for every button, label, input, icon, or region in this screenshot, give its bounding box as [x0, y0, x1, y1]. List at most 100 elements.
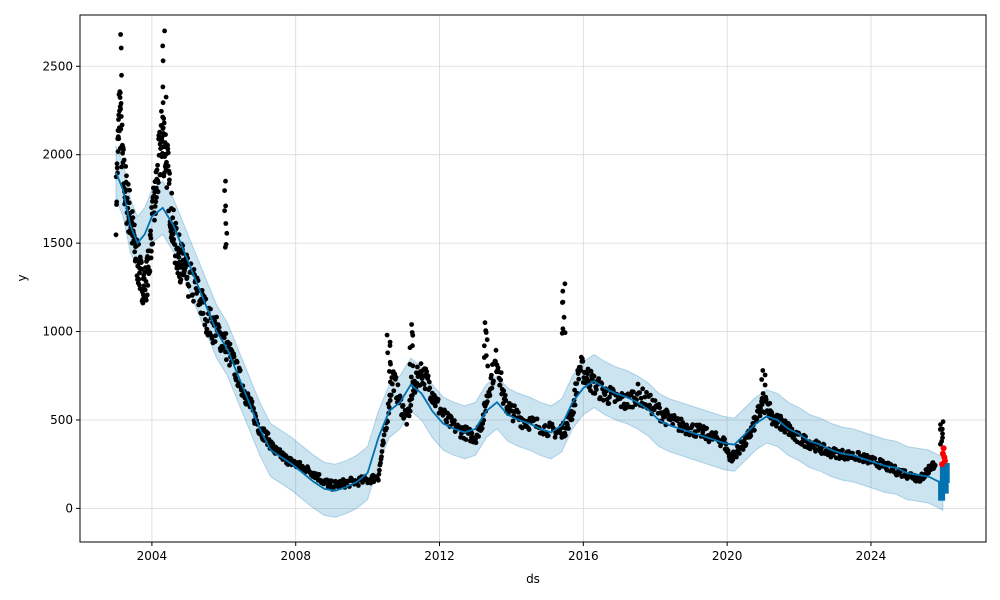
observed-point	[147, 269, 153, 274]
observed-point	[730, 457, 736, 463]
y-tick-label: 1500	[42, 236, 73, 250]
observed-peak-point	[163, 94, 169, 100]
observed-point	[360, 480, 365, 485]
observed-point	[171, 207, 176, 213]
observed-point	[149, 248, 154, 254]
observed-peak-point	[938, 441, 943, 447]
observed-point	[597, 395, 603, 400]
observed-peak-point	[118, 45, 124, 51]
observed-point	[197, 301, 203, 307]
observed-point	[491, 378, 496, 384]
observed-points	[113, 28, 946, 492]
observed-point	[123, 164, 129, 169]
observed-point	[186, 294, 191, 299]
observed-point	[585, 371, 590, 377]
observed-point	[601, 397, 606, 403]
observed-point	[183, 261, 189, 267]
observed-point	[389, 375, 395, 380]
observed-peak-point	[384, 332, 390, 338]
observed-point	[249, 399, 255, 405]
observed-point	[114, 161, 120, 167]
observed-point	[136, 276, 142, 282]
observed-peak-point	[485, 363, 491, 369]
observed-point	[473, 440, 479, 446]
observed-point	[130, 215, 136, 221]
observed-point	[695, 428, 701, 433]
observed-point	[204, 326, 210, 332]
observed-point	[172, 242, 178, 248]
observed-peak-point	[223, 221, 229, 226]
observed-point	[704, 425, 709, 431]
x-tick-label: 2008	[280, 549, 311, 563]
observed-point	[234, 359, 240, 365]
observed-point	[190, 292, 195, 298]
observed-point	[752, 427, 757, 433]
observed-point	[136, 282, 142, 288]
observed-point	[130, 209, 135, 214]
observed-point	[444, 419, 450, 425]
observed-peak-point	[387, 369, 392, 374]
forecast-tail-mark	[938, 480, 946, 501]
observed-point	[421, 382, 427, 387]
observed-point	[143, 279, 149, 284]
y-tick-label: 500	[50, 413, 73, 427]
observed-point	[133, 257, 139, 262]
observed-point	[479, 426, 485, 431]
observed-point	[126, 200, 132, 206]
observed-peak-point	[387, 343, 393, 348]
observed-peak-point	[760, 391, 766, 396]
observed-point	[155, 162, 161, 168]
observed-point	[640, 386, 646, 392]
observed-point	[393, 374, 399, 380]
observed-point	[503, 398, 509, 403]
observed-point	[840, 447, 845, 453]
observed-peak-point	[163, 151, 169, 157]
observed-point	[631, 389, 636, 395]
observed-point	[159, 108, 164, 114]
observed-point	[170, 231, 176, 237]
observed-point	[227, 362, 232, 368]
observed-point	[139, 266, 145, 272]
observed-point	[510, 418, 516, 424]
grid-lines	[80, 15, 986, 542]
observed-point	[534, 416, 540, 422]
observed-peak-point	[560, 288, 566, 294]
observed-point	[213, 333, 219, 339]
observed-point	[594, 387, 599, 392]
observed-peak-point	[762, 382, 768, 388]
observed-point	[114, 165, 120, 171]
observed-point	[700, 430, 706, 435]
observed-point	[237, 367, 243, 373]
observed-point	[376, 471, 382, 477]
observed-point	[635, 381, 641, 387]
observed-point	[379, 449, 385, 454]
x-axis-ticks: 2004 2008 2012 2016 2020 2024	[137, 542, 886, 563]
observed-point	[148, 255, 154, 261]
observed-point	[588, 368, 594, 374]
observed-point	[155, 189, 161, 195]
observed-peak-point	[759, 377, 765, 382]
observed-point	[165, 142, 171, 148]
observed-point	[143, 297, 149, 303]
observed-peak-point	[481, 355, 487, 360]
highlight-point	[940, 445, 947, 452]
observed-point	[877, 465, 882, 471]
x-tick-label: 2012	[424, 549, 455, 563]
y-tick-label: 0	[65, 501, 73, 515]
observed-point	[754, 416, 760, 422]
observed-peak-point	[222, 188, 228, 194]
observed-point	[379, 454, 384, 460]
observed-point	[164, 185, 170, 191]
observed-point	[132, 222, 137, 228]
observed-point	[356, 483, 361, 488]
observed-point	[214, 314, 220, 320]
observed-point	[191, 267, 197, 272]
observed-peak-point	[115, 149, 121, 155]
observed-point	[512, 403, 517, 409]
observed-peak-point	[481, 343, 487, 349]
observed-point	[435, 397, 441, 402]
observed-point	[469, 430, 475, 436]
forecast-tail-mark	[942, 463, 950, 483]
observed-point	[748, 433, 754, 439]
observed-point	[144, 292, 150, 298]
